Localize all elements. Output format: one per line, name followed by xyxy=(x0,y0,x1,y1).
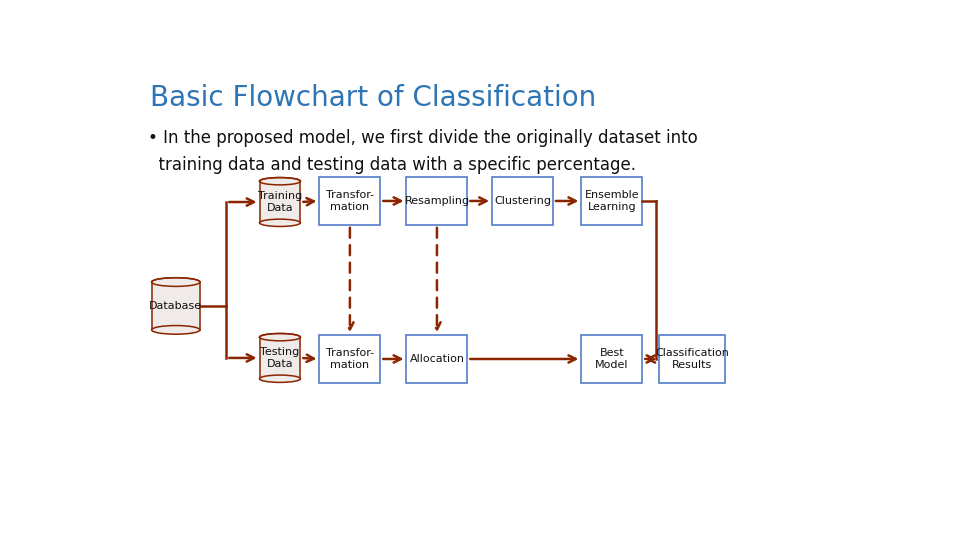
Bar xyxy=(406,335,468,383)
Bar xyxy=(320,177,380,225)
Ellipse shape xyxy=(152,326,200,334)
Bar xyxy=(259,337,300,379)
Bar xyxy=(320,335,380,383)
Text: Clustering: Clustering xyxy=(494,196,551,206)
Bar xyxy=(152,282,200,330)
Text: Resampling: Resampling xyxy=(404,196,469,206)
Text: Database: Database xyxy=(149,301,203,311)
Bar xyxy=(660,335,725,383)
Bar xyxy=(581,177,642,225)
Text: Training
Data: Training Data xyxy=(258,191,302,213)
Bar xyxy=(259,181,300,223)
Ellipse shape xyxy=(259,334,300,341)
Ellipse shape xyxy=(259,219,300,226)
Text: Basic Flowchart of Classification: Basic Flowchart of Classification xyxy=(150,84,596,112)
Text: Allocation: Allocation xyxy=(410,354,465,364)
Ellipse shape xyxy=(259,375,300,382)
Bar xyxy=(581,335,642,383)
Text: Ensemble
Learning: Ensemble Learning xyxy=(585,190,639,212)
Ellipse shape xyxy=(152,278,200,286)
Text: Testing
Data: Testing Data xyxy=(260,347,300,369)
Text: Transfor-
mation: Transfor- mation xyxy=(325,348,374,370)
Ellipse shape xyxy=(259,178,300,185)
Text: • In the proposed model, we first divide the originally dataset into
  training : • In the proposed model, we first divide… xyxy=(148,129,698,174)
Bar xyxy=(406,177,468,225)
Text: Best
Model: Best Model xyxy=(595,348,629,370)
Bar xyxy=(492,177,553,225)
Text: Classification
Results: Classification Results xyxy=(655,348,729,370)
Text: Transfor-
mation: Transfor- mation xyxy=(325,190,374,212)
